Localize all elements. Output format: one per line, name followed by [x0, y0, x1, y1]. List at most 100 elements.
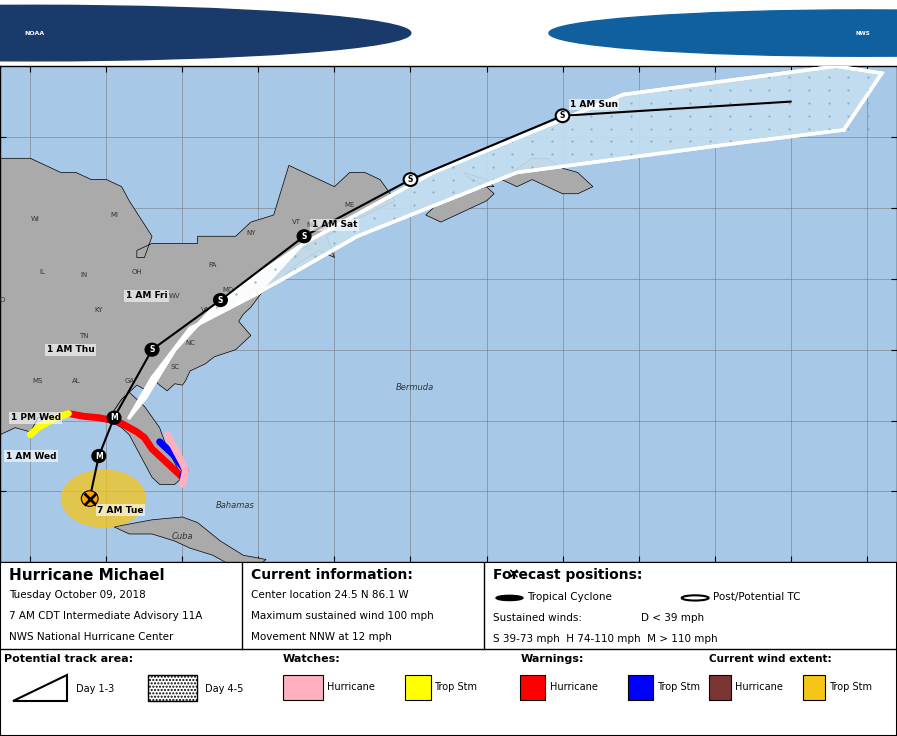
- Text: GA: GA: [124, 378, 135, 384]
- Text: D < 39 mph: D < 39 mph: [641, 612, 704, 623]
- Text: the size of the storm. Hazardous conditions can occur outside of the cone.: the size of the storm. Hazardous conditi…: [201, 46, 696, 60]
- Text: WI: WI: [30, 216, 39, 222]
- Circle shape: [213, 294, 227, 306]
- Text: KY: KY: [94, 307, 103, 313]
- Bar: [709, 675, 731, 699]
- Text: NH: NH: [307, 222, 317, 228]
- Text: Watches:: Watches:: [283, 654, 340, 665]
- Text: ME: ME: [344, 202, 355, 208]
- Text: Sustained winds:: Sustained winds:: [493, 612, 582, 623]
- Text: 1 AM Fri: 1 AM Fri: [126, 291, 167, 300]
- Text: Potential track area:: Potential track area:: [4, 654, 134, 665]
- Text: Movement NNW at 12 mph: Movement NNW at 12 mph: [251, 631, 392, 642]
- Text: S: S: [408, 175, 414, 184]
- Text: M: M: [95, 451, 102, 461]
- Text: Day 4-5: Day 4-5: [205, 684, 243, 694]
- Text: Trop Stm: Trop Stm: [434, 682, 477, 693]
- Bar: [148, 675, 197, 701]
- Text: IL: IL: [39, 269, 46, 275]
- Bar: [628, 675, 653, 699]
- Text: Hurricane Michael: Hurricane Michael: [9, 567, 164, 583]
- Text: NOAA: NOAA: [24, 31, 44, 35]
- Text: Trop Stm: Trop Stm: [829, 682, 872, 693]
- Text: S: S: [149, 345, 154, 354]
- Circle shape: [297, 230, 311, 243]
- Text: MA: MA: [301, 244, 312, 251]
- Text: DE: DE: [246, 290, 256, 296]
- Text: Hurricane: Hurricane: [327, 682, 375, 693]
- Polygon shape: [464, 172, 494, 187]
- Ellipse shape: [62, 470, 145, 527]
- Polygon shape: [0, 158, 396, 435]
- Text: CT: CT: [289, 255, 298, 261]
- Text: NY: NY: [246, 230, 256, 236]
- Text: Cuba: Cuba: [171, 532, 193, 541]
- Text: Post/Potential TC: Post/Potential TC: [713, 592, 801, 602]
- Polygon shape: [13, 675, 67, 701]
- Text: OH: OH: [132, 269, 142, 275]
- Text: Bahamas: Bahamas: [216, 501, 255, 510]
- Circle shape: [404, 173, 417, 186]
- Text: ×: ×: [507, 567, 518, 581]
- Text: 1 AM Sun: 1 AM Sun: [570, 100, 618, 109]
- Text: S: S: [218, 296, 223, 305]
- Text: MI: MI: [110, 212, 118, 218]
- Circle shape: [555, 110, 570, 122]
- Polygon shape: [68, 392, 182, 484]
- Text: MS: MS: [33, 378, 43, 384]
- Text: Forecast positions:: Forecast positions:: [493, 567, 643, 581]
- Text: 7 AM Tue: 7 AM Tue: [97, 506, 144, 514]
- Bar: [803, 675, 825, 699]
- Bar: [283, 675, 323, 699]
- Polygon shape: [501, 158, 593, 194]
- Circle shape: [549, 10, 897, 56]
- Text: S 39-73 mph  H 74-110 mph  M > 110 mph: S 39-73 mph H 74-110 mph M > 110 mph: [493, 634, 718, 643]
- Polygon shape: [129, 66, 882, 418]
- Circle shape: [496, 595, 523, 601]
- Circle shape: [145, 343, 159, 356]
- Polygon shape: [426, 187, 494, 222]
- Text: 7 AM CDT Intermediate Advisory 11A: 7 AM CDT Intermediate Advisory 11A: [9, 611, 203, 621]
- Polygon shape: [129, 244, 304, 418]
- Circle shape: [0, 5, 411, 61]
- Circle shape: [107, 411, 121, 424]
- Text: 1 AM Wed: 1 AM Wed: [5, 451, 57, 461]
- Text: 1 PM Wed: 1 PM Wed: [11, 413, 61, 422]
- Text: S: S: [560, 111, 565, 120]
- Text: Hurricane: Hurricane: [550, 682, 597, 693]
- Polygon shape: [114, 517, 266, 565]
- Circle shape: [486, 5, 897, 61]
- Circle shape: [82, 491, 98, 506]
- Bar: [520, 675, 545, 699]
- Text: NWS: NWS: [856, 31, 870, 35]
- Text: Bermuda: Bermuda: [396, 383, 434, 392]
- Text: NJ: NJ: [263, 273, 270, 279]
- Circle shape: [682, 595, 709, 601]
- Text: NC: NC: [185, 339, 195, 346]
- Text: S: S: [301, 232, 307, 241]
- Text: Warnings:: Warnings:: [520, 654, 584, 665]
- Text: MD: MD: [222, 287, 234, 293]
- Text: VT: VT: [292, 219, 301, 225]
- Text: Center location 24.5 N 86.1 W: Center location 24.5 N 86.1 W: [251, 590, 409, 600]
- Text: Hurricane: Hurricane: [735, 682, 782, 693]
- Text: VA: VA: [201, 307, 210, 313]
- Text: 1 AM Thu: 1 AM Thu: [47, 345, 94, 354]
- Circle shape: [92, 450, 106, 462]
- Text: SC: SC: [170, 364, 179, 369]
- Text: PA: PA: [209, 261, 217, 268]
- Text: Current wind extent:: Current wind extent:: [709, 654, 832, 665]
- Text: 1 AM Sat: 1 AM Sat: [311, 221, 357, 230]
- Text: NWS National Hurricane Center: NWS National Hurricane Center: [9, 631, 173, 642]
- Text: Trop Stm: Trop Stm: [658, 682, 701, 693]
- Text: M: M: [110, 413, 118, 422]
- Text: MO: MO: [0, 297, 5, 303]
- Text: Current information:: Current information:: [251, 567, 418, 581]
- Text: WV: WV: [169, 293, 180, 299]
- Text: IN: IN: [80, 272, 87, 277]
- Text: Note: The cone contains the probable path of the storm center but does not show: Note: The cone contains the probable pat…: [176, 17, 721, 29]
- Text: TN: TN: [79, 333, 89, 339]
- Text: FL: FL: [156, 453, 163, 459]
- Bar: [405, 675, 431, 699]
- Text: Maximum sustained wind 100 mph: Maximum sustained wind 100 mph: [251, 611, 434, 621]
